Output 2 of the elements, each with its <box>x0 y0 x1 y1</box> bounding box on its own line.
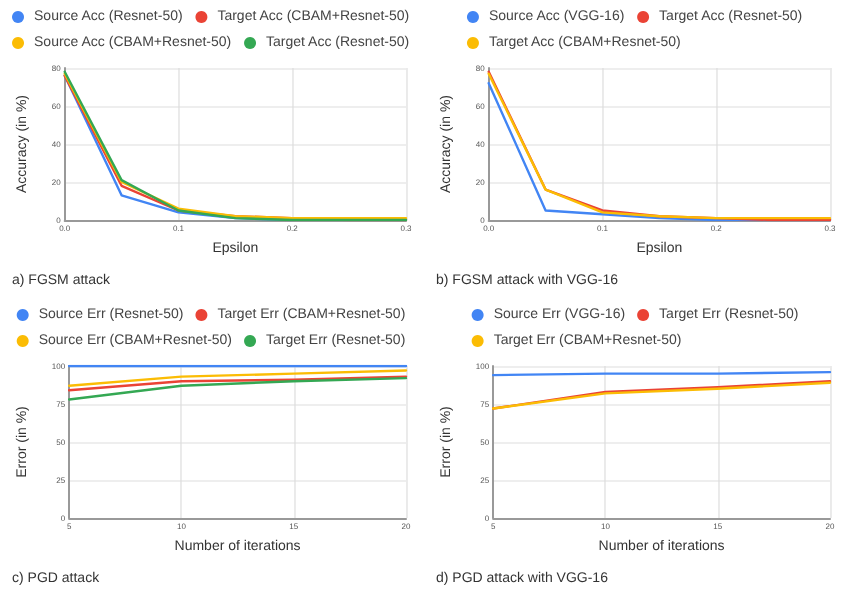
line-series <box>67 376 408 401</box>
line-series <box>67 375 408 392</box>
